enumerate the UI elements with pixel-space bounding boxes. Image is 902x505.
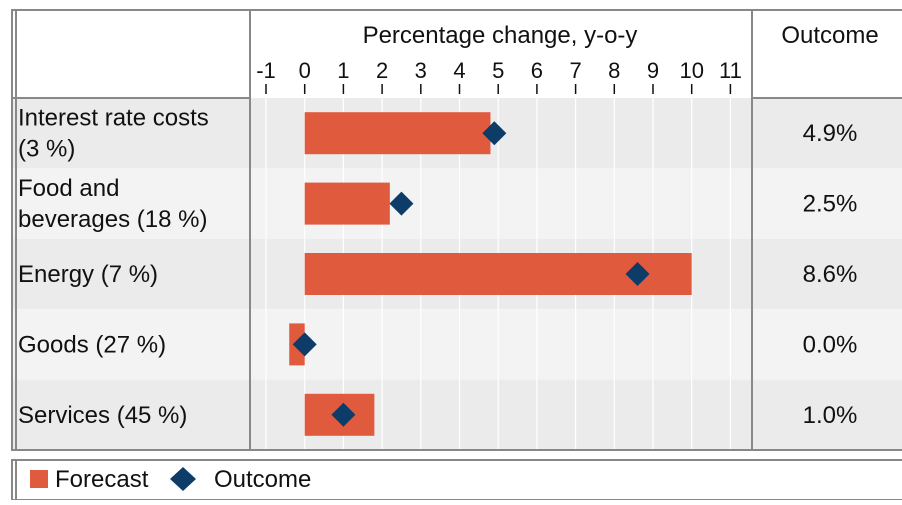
outcome-value: 1.0%	[803, 402, 858, 429]
outcome-value: 2.5%	[803, 191, 858, 218]
x-tick-label: 4	[453, 58, 465, 83]
category-label: beverages (18 %)	[18, 206, 207, 233]
row-background	[12, 379, 902, 450]
x-tick-label: 0	[299, 58, 311, 83]
category-label: Energy (7 %)	[18, 261, 158, 288]
row-background	[12, 309, 902, 380]
outcome-column-title: Outcome	[781, 22, 878, 49]
legend-outcome-label: Outcome	[214, 466, 311, 493]
x-tick-label: 6	[531, 58, 543, 83]
x-tick-label: 2	[376, 58, 388, 83]
x-tick-label: -1	[256, 58, 276, 83]
outcome-marker	[482, 121, 507, 146]
row-background	[12, 168, 902, 239]
outcome-marker	[292, 332, 317, 357]
outcome-marker	[331, 402, 356, 427]
forecast-bar	[304, 112, 491, 155]
x-tick-label: 10	[679, 58, 703, 83]
category-label: Food and	[18, 175, 119, 202]
forecast-bar	[304, 182, 390, 225]
x-tick-label: 3	[415, 58, 427, 83]
legend-forecast-label: Forecast	[55, 466, 149, 493]
x-tick-label: 1	[337, 58, 349, 83]
outcome-value: 4.9%	[803, 120, 858, 147]
x-tick-label: 8	[608, 58, 620, 83]
category-label: Interest rate costs	[18, 105, 209, 132]
axis-title: Percentage change, y-o-y	[363, 22, 638, 49]
outcome-value: 0.0%	[803, 331, 858, 358]
table-frame	[11, 9, 902, 451]
x-tick-label: 11	[719, 58, 742, 83]
x-tick-label: 9	[647, 58, 659, 83]
outcome-marker	[389, 191, 414, 216]
outcome-value: 8.6%	[803, 261, 858, 288]
category-label: Goods (27 %)	[18, 331, 166, 358]
x-tick-label: 7	[569, 58, 581, 83]
x-tick-label: 5	[492, 58, 504, 83]
legend-forecast-swatch	[30, 470, 48, 488]
category-label: (3 %)	[18, 136, 75, 163]
outcome-marker	[625, 262, 650, 286]
legend-outcome-marker	[170, 467, 196, 491]
category-label: Services (45 %)	[18, 402, 187, 429]
